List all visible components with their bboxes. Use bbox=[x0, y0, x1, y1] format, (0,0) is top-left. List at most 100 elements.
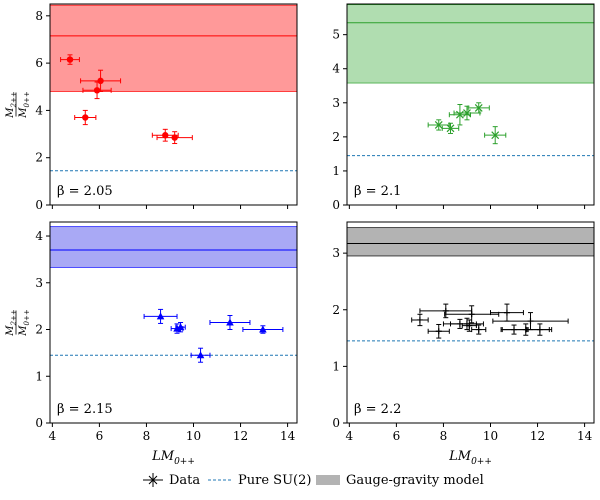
plot-area bbox=[50, 4, 297, 172]
gauge-gravity-band bbox=[50, 226, 297, 268]
x-tick-label: 6 bbox=[96, 429, 104, 443]
legend-item-data: Data bbox=[143, 473, 200, 488]
y-tick-label: 3 bbox=[332, 246, 340, 260]
marker-circle bbox=[162, 132, 169, 139]
marker-x bbox=[463, 109, 471, 117]
y-tick-label: 3 bbox=[332, 96, 340, 110]
gauge-gravity-band bbox=[347, 227, 594, 257]
legend: Data Pure SU(2) Gauge-gravity model bbox=[143, 473, 484, 488]
marker-plus bbox=[435, 328, 442, 335]
y-label-denominator: M0++ bbox=[18, 309, 31, 337]
x-tick-label: 12 bbox=[530, 429, 545, 443]
y-tick-label: 0 bbox=[332, 416, 340, 430]
data-point bbox=[419, 303, 473, 319]
x-tick-label: 10 bbox=[483, 429, 498, 443]
y-tick-label: 3 bbox=[35, 276, 43, 290]
beta-label: β = 2.1 bbox=[354, 184, 401, 199]
x-tick-label: 4 bbox=[49, 429, 57, 443]
y-tick-label: 1 bbox=[332, 164, 340, 178]
y-tick-label: 4 bbox=[35, 229, 43, 243]
data-point bbox=[484, 126, 507, 145]
data-point bbox=[450, 317, 484, 331]
data-point bbox=[492, 312, 569, 331]
beta-label: β = 2.2 bbox=[354, 402, 401, 417]
y-tick-label: 5 bbox=[332, 28, 340, 42]
plot-area bbox=[50, 226, 297, 363]
legend-item-gauge-gravity: Gauge-gravity model bbox=[316, 473, 484, 488]
plot-area bbox=[347, 4, 594, 157]
x-axis-label: LM0++ bbox=[448, 449, 492, 467]
marker-plus bbox=[536, 326, 543, 333]
marker-x bbox=[434, 121, 443, 129]
marker-plus bbox=[466, 322, 473, 329]
data-point bbox=[411, 313, 429, 327]
data-point bbox=[156, 131, 193, 145]
y-tick-label: 4 bbox=[35, 103, 43, 117]
x-axis-label: LM0++ bbox=[151, 449, 195, 467]
gauge-gravity-band bbox=[50, 4, 297, 92]
x-tick-label: 12 bbox=[233, 429, 248, 443]
marker-x bbox=[491, 131, 500, 140]
y-tick-label: 0 bbox=[35, 416, 43, 430]
beta-label: β = 2.05 bbox=[57, 184, 113, 199]
y-tick-label: 4 bbox=[332, 62, 340, 76]
y-axis-label: M2++M0++ bbox=[5, 91, 31, 119]
legend-label: Gauge-gravity model bbox=[346, 473, 484, 488]
marker-x bbox=[446, 124, 455, 133]
panel-2: 0 1 2 3 4 5 β = 2.1 bbox=[332, 3, 595, 212]
y-tick-label: 2 bbox=[332, 130, 340, 144]
y-tick-label: 8 bbox=[35, 9, 43, 23]
y-label-denominator: M0++ bbox=[18, 91, 31, 119]
marker-triangle bbox=[196, 351, 205, 359]
marker-plus bbox=[475, 326, 482, 333]
data-point bbox=[60, 54, 80, 65]
data-point bbox=[471, 324, 487, 335]
marker-x bbox=[455, 110, 464, 119]
y-axis-label: M2++M0++ bbox=[5, 309, 31, 337]
marker-plus bbox=[503, 309, 510, 316]
y-tick-label: 1 bbox=[35, 369, 43, 383]
data-point bbox=[190, 347, 211, 363]
beta-label: β = 2.15 bbox=[57, 402, 113, 417]
legend-patch bbox=[316, 475, 340, 485]
legend-label: Pure SU(2) bbox=[238, 473, 311, 488]
data-point bbox=[209, 314, 251, 331]
data-point bbox=[175, 322, 186, 333]
data-point bbox=[74, 109, 97, 126]
legend-item-pure-su2: Pure SU(2) bbox=[208, 473, 311, 488]
y-tick-label: 2 bbox=[332, 303, 340, 317]
y-tick-label: 0 bbox=[35, 198, 43, 212]
y-tick-label: 0 bbox=[332, 198, 340, 212]
y-tick-label: 6 bbox=[35, 56, 43, 70]
data-point bbox=[143, 308, 178, 324]
marker-circle bbox=[93, 87, 101, 94]
marker-triangle bbox=[156, 312, 165, 320]
marker-x bbox=[474, 103, 483, 112]
data-point bbox=[82, 81, 112, 100]
marker-triangle bbox=[226, 318, 234, 326]
x-tick-label: 6 bbox=[393, 429, 401, 443]
data-point bbox=[80, 69, 122, 92]
data-point bbox=[489, 303, 524, 322]
y-tick-label: 2 bbox=[35, 323, 43, 337]
data-point bbox=[427, 323, 450, 339]
marker-circle bbox=[171, 134, 178, 141]
x-tick-label: 8 bbox=[440, 429, 448, 443]
data-point bbox=[427, 119, 450, 131]
data-point bbox=[527, 323, 553, 336]
data-point bbox=[242, 325, 284, 334]
marker-circle bbox=[82, 114, 89, 121]
plot-area bbox=[347, 227, 594, 342]
x-tick-label: 14 bbox=[280, 429, 296, 443]
gauge-gravity-band bbox=[347, 4, 594, 84]
y-tick-label: 1 bbox=[332, 359, 340, 373]
marker-plus bbox=[416, 316, 423, 323]
marker-triangle bbox=[259, 325, 267, 333]
x-tick-label: 8 bbox=[143, 429, 151, 443]
marker-plus bbox=[442, 307, 449, 314]
axes-frame bbox=[346, 3, 595, 206]
marker-triangle bbox=[176, 323, 185, 331]
